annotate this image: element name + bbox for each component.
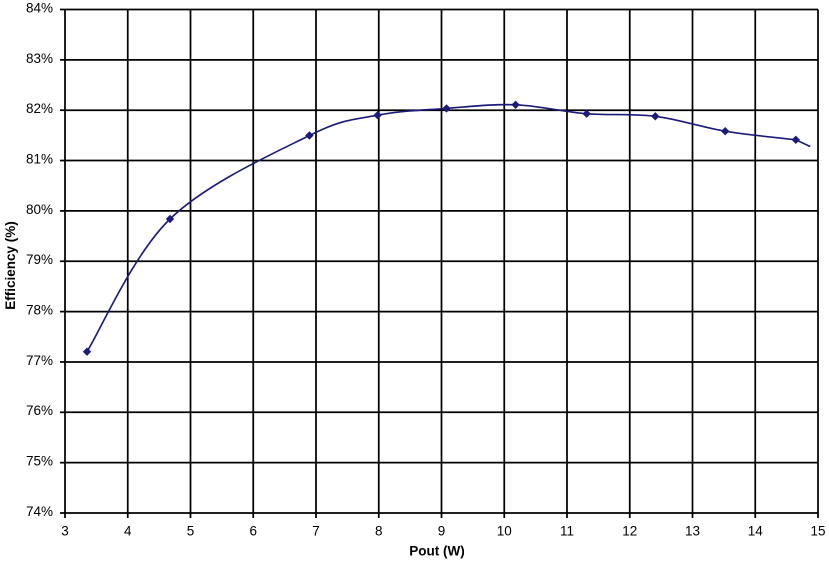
svg-text:3: 3 bbox=[61, 524, 69, 539]
svg-text:81%: 81% bbox=[26, 151, 53, 166]
svg-text:9: 9 bbox=[438, 524, 446, 539]
svg-text:6: 6 bbox=[249, 524, 257, 539]
svg-text:4: 4 bbox=[124, 524, 132, 539]
svg-text:12: 12 bbox=[622, 524, 637, 539]
svg-text:11: 11 bbox=[560, 524, 574, 539]
svg-text:15: 15 bbox=[810, 524, 825, 539]
svg-text:80%: 80% bbox=[26, 202, 53, 217]
svg-text:79%: 79% bbox=[26, 252, 53, 267]
svg-text:82%: 82% bbox=[26, 101, 53, 116]
svg-text:84%: 84% bbox=[26, 0, 53, 15]
svg-text:5: 5 bbox=[187, 524, 195, 539]
svg-text:8: 8 bbox=[375, 524, 383, 539]
svg-text:13: 13 bbox=[685, 524, 700, 539]
svg-text:75%: 75% bbox=[26, 454, 53, 469]
svg-text:Pout (W): Pout (W) bbox=[409, 544, 464, 559]
svg-text:14: 14 bbox=[748, 524, 764, 539]
svg-text:83%: 83% bbox=[26, 51, 53, 66]
svg-text:10: 10 bbox=[497, 524, 512, 539]
svg-text:Efficiency (%): Efficiency (%) bbox=[3, 221, 18, 310]
svg-text:78%: 78% bbox=[26, 303, 53, 318]
svg-text:76%: 76% bbox=[26, 403, 53, 418]
svg-text:7: 7 bbox=[312, 524, 320, 539]
svg-text:74%: 74% bbox=[26, 504, 53, 519]
svg-text:77%: 77% bbox=[26, 353, 53, 368]
